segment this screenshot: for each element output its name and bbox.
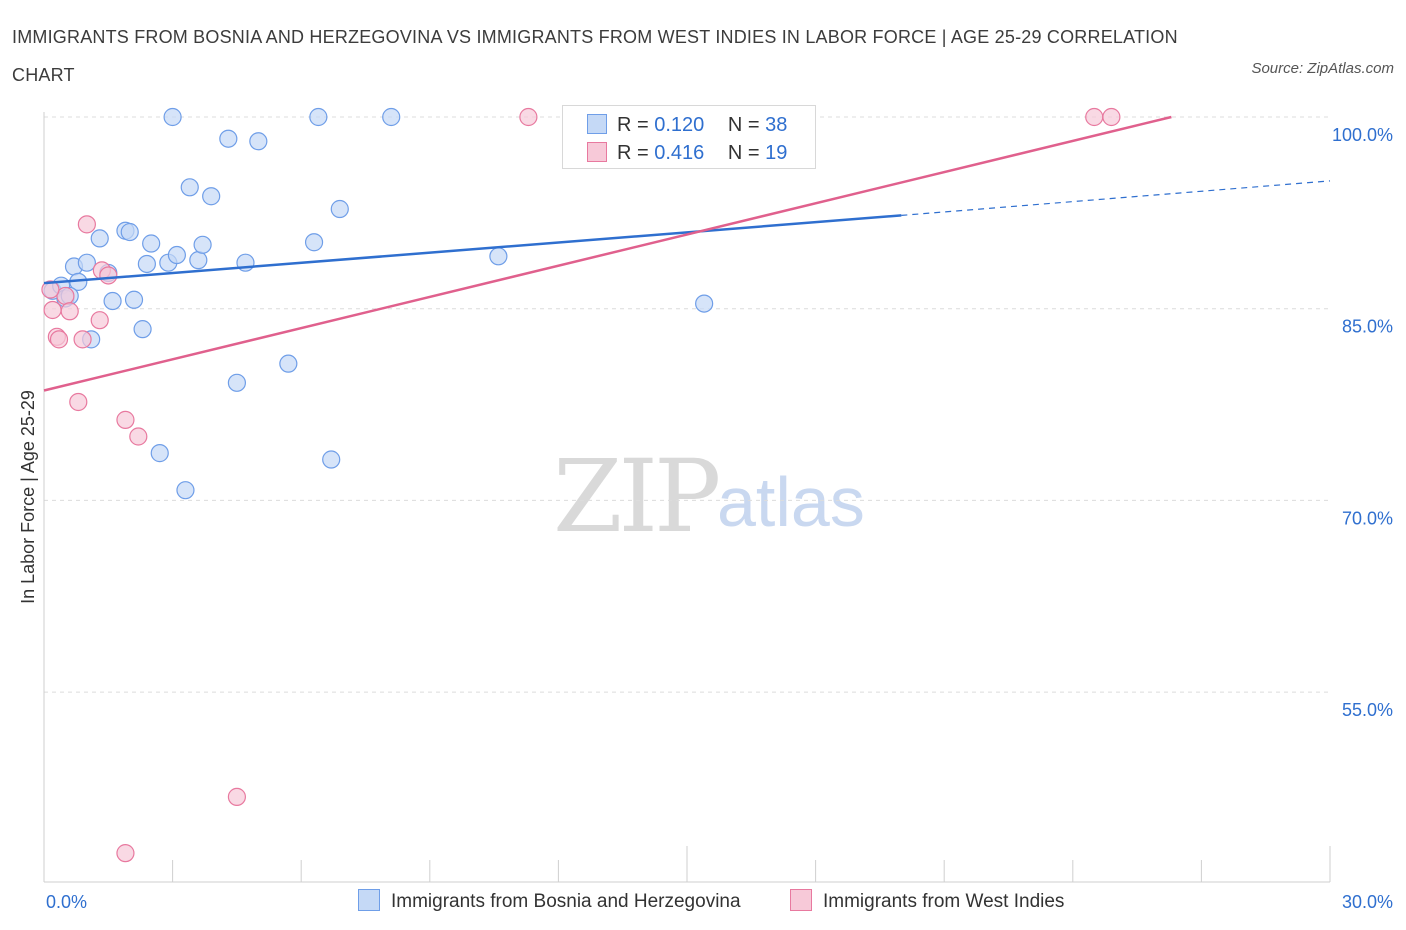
source-label: Source: ZipAtlas.com	[1251, 60, 1394, 77]
point-bosnia	[150, 444, 169, 463]
point-west-indies	[69, 392, 88, 412]
point-west-indies	[116, 410, 135, 429]
chart-title: IMMIGRANTS FROM BOSNIA AND HERZEGOVINA V…	[12, 27, 1178, 85]
point-bosnia	[330, 199, 349, 219]
legend-item-west-indies: Immigrants from West Indies	[790, 889, 1064, 915]
point-bosnia	[124, 290, 144, 309]
watermark-atlas: atlas	[717, 463, 865, 541]
legend-item-bosnia: Immigrants from Bosnia and Herzegovina	[358, 889, 741, 915]
point-bosnia	[695, 294, 714, 313]
point-bosnia	[193, 235, 212, 254]
point-bosnia	[167, 245, 186, 265]
y-tick-label: 100.0%	[1332, 125, 1393, 145]
point-west-indies	[77, 215, 96, 234]
point-bosnia	[133, 320, 152, 339]
y-tick-label: 85.0%	[1342, 317, 1393, 337]
point-bosnia	[77, 253, 96, 272]
legend-n-value: 38	[765, 114, 788, 136]
y-tick-label: 70.0%	[1342, 508, 1393, 528]
point-bosnia	[163, 107, 182, 127]
legend-n-label: N =	[727, 142, 760, 164]
point-west-indies	[41, 280, 60, 299]
point-west-indies	[129, 427, 148, 446]
x-tick-label: 0.0%	[46, 892, 87, 912]
point-bosnia	[227, 373, 246, 392]
point-west-indies	[60, 302, 79, 321]
legend-swatch-west-indies	[790, 889, 812, 911]
legend-row-bosnia: R = 0.120 N = 38	[587, 114, 787, 138]
legend-label-bosnia: Immigrants from Bosnia and Herzegovina	[391, 891, 741, 912]
point-bosnia	[176, 481, 195, 500]
point-west-indies	[1085, 107, 1104, 127]
point-bosnia	[489, 247, 508, 266]
trendline-bosnia	[43, 214, 902, 285]
point-bosnia	[202, 187, 221, 206]
point-west-indies	[99, 266, 118, 285]
point-bosnia	[180, 178, 199, 197]
point-bosnia	[382, 107, 401, 127]
legend-r-value: 0.416	[654, 142, 705, 164]
point-west-indies	[519, 107, 538, 127]
point-bosnia	[103, 291, 122, 311]
point-west-indies	[1102, 107, 1121, 127]
watermark-zip: ZIP	[553, 438, 721, 555]
point-west-indies	[49, 330, 69, 349]
point-bosnia	[304, 233, 324, 252]
legend-r-label: R =	[617, 114, 649, 136]
legend-r-label: R =	[617, 142, 649, 164]
y-axis-title: In Labor Force | Age 25-29	[18, 390, 38, 604]
legend-swatch-west-indies	[587, 142, 607, 162]
point-bosnia	[279, 354, 298, 373]
legend-swatch-bosnia	[358, 889, 380, 911]
x-tick-label: 30.0%	[1342, 892, 1393, 912]
point-bosnia	[120, 222, 139, 242]
y-tick-label: 55.0%	[1342, 700, 1393, 720]
legend-row-west-indies: R = 0.416 N = 19	[587, 142, 787, 166]
trendline-west-indies	[43, 115, 1172, 392]
point-bosnia	[137, 254, 156, 274]
point-west-indies	[227, 787, 246, 806]
point-bosnia	[309, 107, 328, 127]
point-bosnia	[249, 132, 268, 151]
point-west-indies	[43, 300, 62, 320]
point-west-indies	[73, 330, 92, 349]
legend-r-value: 0.120	[654, 114, 705, 136]
point-bosnia	[219, 129, 238, 148]
legend-label-west-indies: Immigrants from West Indies	[823, 891, 1065, 912]
trendline-bosnia-extension	[901, 180, 1331, 217]
point-bosnia	[90, 229, 109, 248]
point-bosnia	[189, 251, 208, 270]
legend-n-label: N =	[727, 114, 760, 136]
legend-n-value: 19	[765, 142, 788, 164]
stats-legend: R = 0.120 N = 38 R = 0.416 N = 19	[562, 105, 816, 169]
point-west-indies	[90, 311, 109, 330]
point-bosnia	[142, 234, 161, 253]
point-west-indies	[116, 844, 135, 863]
point-bosnia	[322, 450, 341, 469]
legend-swatch-bosnia	[587, 114, 607, 134]
